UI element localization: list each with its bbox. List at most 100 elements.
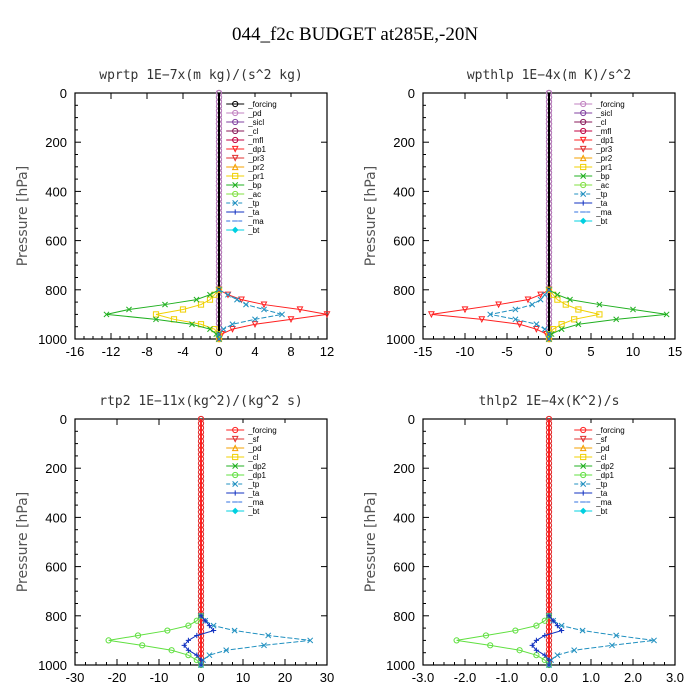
- legend-marker: [232, 109, 239, 117]
- legend-label: _pd: [595, 444, 609, 453]
- y-tick-label: 600: [393, 560, 415, 575]
- data-point: [495, 301, 503, 309]
- x-tick-label: -10: [150, 670, 169, 685]
- data-point: [427, 311, 435, 319]
- y-tick-label: 600: [393, 234, 415, 249]
- data-point: [554, 296, 561, 303]
- x-tick-label: 30: [320, 670, 334, 685]
- data-point: [533, 622, 540, 629]
- data-point: [529, 301, 536, 308]
- figure-title: 044_f2c BUDGET at285E,-20N: [232, 24, 478, 45]
- legend-marker: [232, 190, 239, 198]
- legend-marker: [232, 136, 239, 144]
- data-point: [613, 632, 620, 639]
- legend-marker: [231, 154, 239, 162]
- y-tick-label: 1000: [386, 658, 415, 673]
- y-tick-label: 800: [45, 609, 67, 624]
- legend-marker: [580, 163, 587, 171]
- panel-title: rtp2 1E−11x(kg^2)/(kg^2 s): [99, 394, 303, 409]
- x-tick-label: 10: [626, 344, 640, 359]
- series-pr1: [152, 286, 223, 343]
- data-point: [206, 652, 213, 659]
- legend-marker: [232, 172, 239, 180]
- legend-label: _forcing: [247, 100, 276, 109]
- legend-marker: [580, 100, 587, 108]
- legend-label: _bp: [595, 172, 610, 181]
- data-point: [571, 316, 578, 323]
- legend-marker: [580, 109, 587, 117]
- legend-marker: [579, 444, 587, 452]
- legend-marker: [231, 145, 239, 153]
- data-point: [215, 286, 223, 293]
- legend-marker: [580, 173, 587, 179]
- data-point: [261, 306, 267, 313]
- data-point: [193, 617, 200, 624]
- legend-label: _dp2: [247, 462, 266, 471]
- data-point: [216, 331, 222, 338]
- data-point: [139, 642, 146, 649]
- x-tick-label: 15: [668, 344, 682, 359]
- legend-label: _ta: [595, 199, 608, 208]
- data-point: [541, 291, 548, 298]
- chart-panel-1: wprtp 1E−7x(m kg)/(s^2 kg) Pressure [hPa]…: [15, 68, 334, 359]
- series-line: [200, 615, 311, 666]
- data-point: [243, 301, 249, 308]
- data-point: [134, 632, 142, 639]
- data-point: [225, 291, 231, 298]
- legend-marker: [232, 426, 239, 434]
- data-point: [189, 321, 195, 328]
- data-point: [512, 627, 519, 634]
- data-point: [546, 613, 552, 619]
- legend-label: _sf: [247, 435, 259, 444]
- legend-marker: [232, 490, 238, 496]
- x-tick-label: -12: [102, 344, 121, 359]
- zero-profile-column: [197, 415, 205, 666]
- legend-marker: [579, 435, 587, 443]
- y-tick-label: 0: [60, 86, 67, 101]
- series-line: [108, 615, 202, 666]
- x-tick-label: -2.0: [454, 670, 476, 685]
- y-tick-label: 400: [393, 510, 415, 525]
- panel-title: wpthlp 1E−4x(m K)/s^2: [467, 68, 631, 83]
- data-point: [550, 618, 556, 624]
- legend-label: _ma: [595, 498, 612, 507]
- y-tick-label: 1000: [386, 332, 415, 347]
- legend-label: _bt: [595, 217, 608, 226]
- legend-marker: [579, 145, 587, 153]
- data-point: [663, 311, 670, 318]
- legend-marker: [232, 453, 239, 461]
- data-point: [126, 306, 132, 313]
- series-line: [218, 289, 283, 339]
- data-point: [307, 637, 314, 644]
- data-point: [103, 311, 110, 318]
- data-point: [234, 296, 240, 303]
- data-point: [567, 296, 573, 303]
- series-line: [431, 289, 550, 340]
- data-point: [613, 316, 620, 323]
- data-point: [512, 306, 519, 313]
- x-tick-label: -5: [501, 344, 513, 359]
- data-point: [478, 316, 486, 324]
- data-point: [541, 326, 548, 333]
- y-tick-label: 200: [45, 461, 67, 476]
- x-tick-label: 0: [545, 344, 552, 359]
- legend-marker: [580, 118, 587, 126]
- data-point: [487, 642, 494, 649]
- y-tick-label: 800: [393, 609, 415, 624]
- data-point: [532, 326, 540, 333]
- data-point: [185, 647, 191, 653]
- legend-label: _pr2: [595, 154, 613, 163]
- data-point: [229, 326, 236, 333]
- legend-marker: [232, 118, 239, 126]
- legend-marker: [580, 191, 587, 197]
- series-line: [456, 615, 550, 666]
- data-point: [193, 296, 200, 303]
- legend-label: _ma: [247, 217, 264, 226]
- legend-label: _cl: [595, 118, 606, 127]
- legend-label: _ac: [247, 190, 261, 199]
- chart-panel-3: rtp2 1E−11x(kg^2)/(kg^2 s) Pressure [hPa]…: [15, 394, 334, 685]
- legend-label: _ma: [247, 498, 264, 507]
- series-tp: [546, 612, 657, 668]
- data-point: [546, 336, 552, 342]
- legend-label: _bt: [595, 507, 608, 516]
